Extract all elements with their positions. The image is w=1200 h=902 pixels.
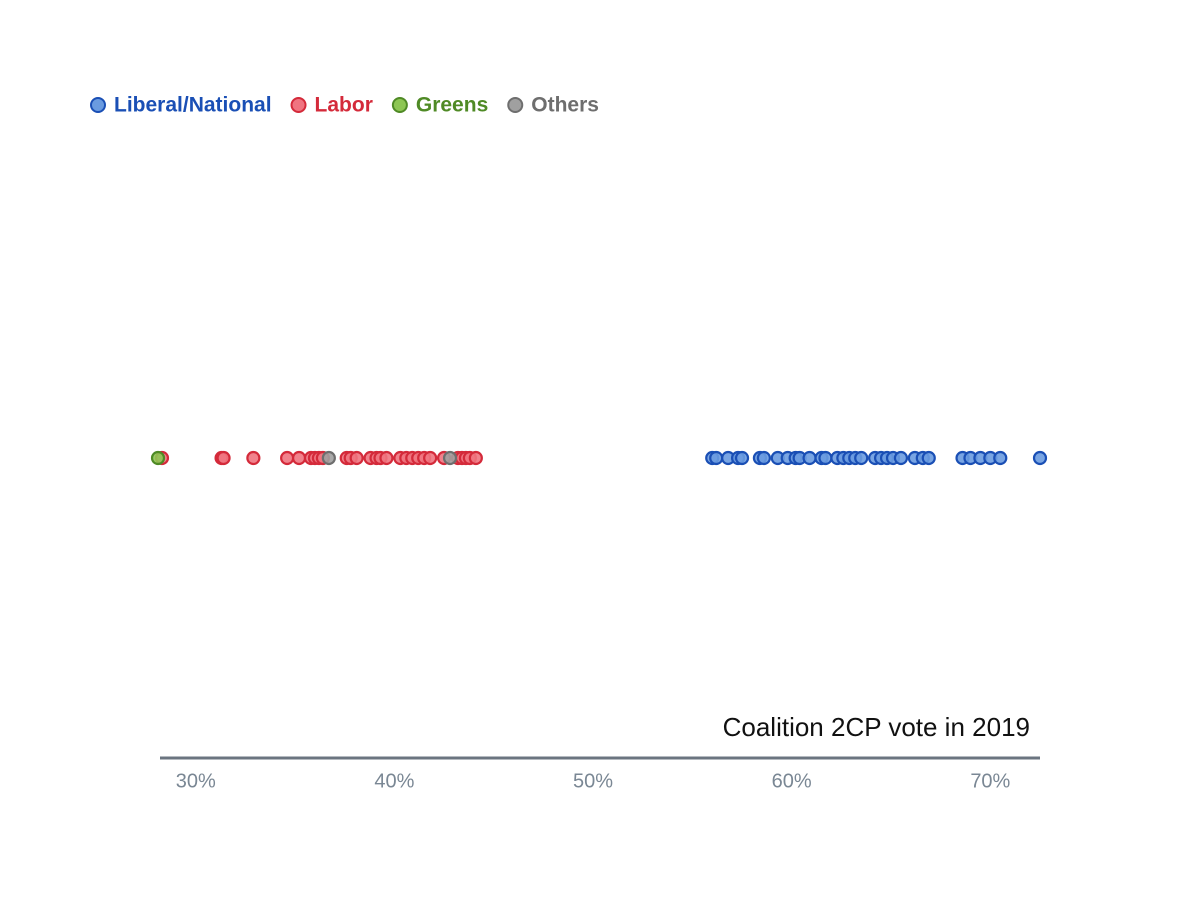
legend-label: Others [531,94,599,117]
series-points [154,450,483,466]
x-axis-title: Coalition 2CP vote in 2019 [723,712,1030,742]
point [468,450,483,466]
point [818,450,833,466]
point [349,450,364,466]
point [280,450,295,466]
series-points [705,450,1048,466]
point [1032,450,1048,466]
point [379,450,394,466]
legend-swatch [290,97,307,113]
legend-label: Greens [416,94,488,117]
legend-swatch [391,97,408,113]
point [734,450,750,466]
x-tick-label: 50% [573,770,613,792]
point [150,450,166,466]
point [321,450,336,466]
point [709,450,724,466]
point [423,450,438,466]
x-tick-label: 70% [970,770,1010,792]
point [893,450,909,466]
point [442,450,458,466]
point [216,450,231,466]
legend-swatch [507,97,524,113]
legend-swatch [90,97,106,113]
series-points [321,450,458,466]
point [291,450,307,466]
x-tick-label: 40% [374,770,414,792]
series-points [150,450,166,466]
x-tick-label: 60% [772,770,812,792]
point [993,450,1008,466]
legend-label: Liberal/National [114,94,272,117]
point [921,450,936,466]
x-tick-label: 30% [176,770,216,792]
point [854,450,869,466]
point [246,450,261,466]
point [802,450,817,466]
point [756,450,771,466]
legend-label: Labor [315,94,373,117]
